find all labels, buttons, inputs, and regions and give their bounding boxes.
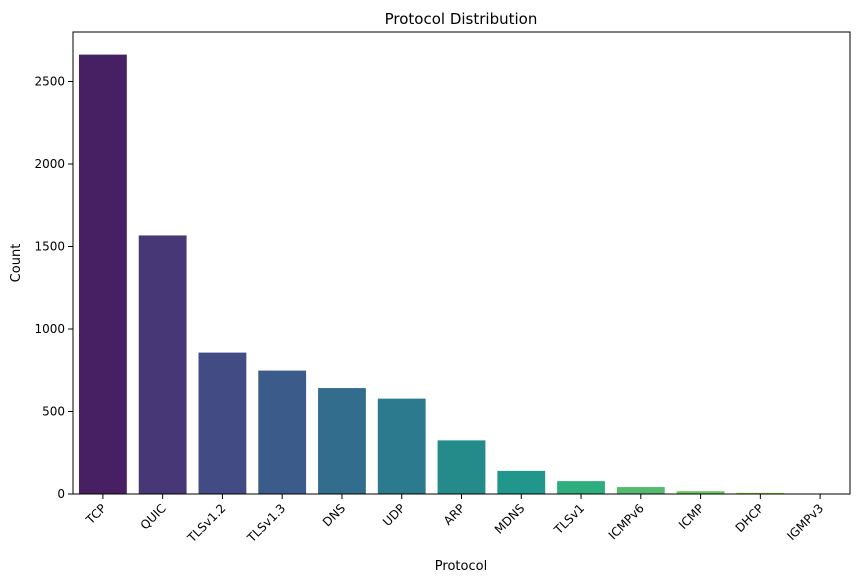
x-tick-label: QUIC: [138, 501, 169, 532]
x-tick-label: TLSv1.3: [244, 501, 288, 545]
x-tick-label: IGMPv3: [784, 501, 826, 543]
y-tick-label: 2000: [34, 157, 65, 171]
x-tick-label: TLSv1.2: [184, 501, 228, 545]
bar-tlsv1-3: [258, 371, 306, 494]
x-axis: TCP QUIC TLSv1.2 TLSv1.3 DNS UDP ARP MDNS TLSv1 I…: [83, 494, 827, 546]
bar-quic: [139, 235, 187, 494]
y-axis: 0 500 1000 1500 2000 2500: [34, 75, 73, 502]
y-tick-label: 1500: [34, 240, 65, 254]
bars-layer: [79, 55, 844, 494]
x-tick-label: ARP: [441, 501, 468, 528]
y-tick-label: 2500: [34, 75, 65, 89]
x-tick-label: TCP: [83, 501, 109, 527]
bar-tlsv1-2: [199, 353, 247, 494]
y-axis-label: Count: [9, 244, 24, 283]
x-tick-label: ICMPv6: [606, 501, 647, 542]
bar-tlsv1: [557, 481, 605, 494]
y-tick-label: 500: [42, 405, 65, 419]
x-tick-label: ICMP: [676, 501, 707, 532]
bar-icmpv6: [617, 487, 665, 494]
x-tick-label: DHCP: [733, 501, 767, 535]
x-tick-label: UDP: [380, 501, 408, 529]
bar-arp: [438, 440, 486, 494]
x-tick-label: TLSv1: [551, 501, 587, 537]
bar-tcp: [79, 55, 127, 494]
x-tick-label: DNS: [320, 501, 348, 529]
bar-dns: [318, 388, 366, 494]
bar-mdns: [497, 471, 545, 494]
y-tick-label: 1000: [34, 322, 65, 336]
bar-udp: [378, 399, 426, 494]
y-tick-label: 0: [57, 487, 65, 501]
x-tick-label: MDNS: [492, 501, 527, 536]
x-axis-label: Protocol: [435, 559, 487, 574]
chart-title: Protocol Distribution: [385, 10, 538, 28]
plot-frame: [73, 32, 850, 494]
